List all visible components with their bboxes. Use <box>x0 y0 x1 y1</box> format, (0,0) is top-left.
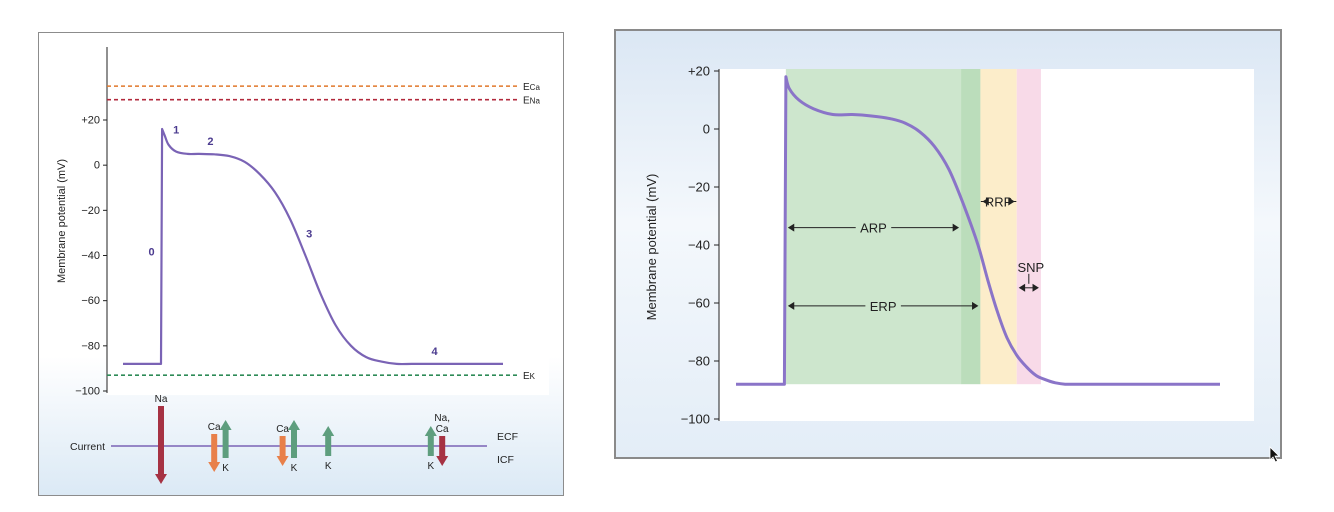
ion-label: Ca <box>208 422 221 433</box>
current-arrow-shaft <box>222 428 229 458</box>
reference-label-ek: EK <box>523 371 536 382</box>
current-arrow-shaft <box>211 434 218 464</box>
phase-label: 0 <box>148 247 154 259</box>
region-rrp <box>980 69 1017 385</box>
y-tick-label: −100 <box>75 386 100 398</box>
y-tick-label: −100 <box>681 412 710 427</box>
reference-label-base: E <box>523 82 530 93</box>
current-arrow-shaft <box>291 428 297 458</box>
annotation-arrow-left <box>1018 283 1026 292</box>
current-arrow-na: Na <box>155 394 168 484</box>
annotation-snp: SNP <box>1017 260 1044 292</box>
ion-label: K <box>325 461 332 472</box>
ion-label: Na, <box>434 413 450 424</box>
ion-label: Ca <box>436 424 449 435</box>
current-arrow-ca: Ca <box>276 424 289 466</box>
y-tick-label: +20 <box>81 115 100 127</box>
y-tick-label: −60 <box>688 296 710 311</box>
mouse-cursor-icon <box>1269 446 1280 463</box>
current-arrow-head <box>276 456 289 466</box>
current-arrow-shaft <box>439 436 446 458</box>
reference-label-base: E <box>523 96 530 107</box>
reference-label-ena: ENa <box>523 96 540 107</box>
region-arp <box>785 69 962 385</box>
annotation-arrow-right <box>1008 197 1015 206</box>
current-arrow-head <box>322 426 335 436</box>
ion-label: K <box>427 461 434 472</box>
refractory-periods-chart: +20 0 −20 −40 −60 −80 −100 Membrane potential (… <box>644 64 1254 427</box>
reference-label-sub: Ca <box>530 83 541 92</box>
current-arrow-k: K <box>322 426 335 472</box>
ion-label: Ca <box>276 424 289 435</box>
reference-label-eca: ECa <box>523 82 540 93</box>
annotation-arrow-left <box>787 223 795 232</box>
annotation-arrow-right <box>972 301 979 310</box>
annotation-arrow-right <box>1032 283 1039 292</box>
y-tick-label: −20 <box>81 205 100 217</box>
current-arrow-k: K <box>288 420 300 474</box>
icf-label: ICF <box>497 454 514 466</box>
plot-area-background <box>107 47 549 395</box>
annotation-arrow-right <box>952 223 960 232</box>
current-arrow-naca: Na,Ca <box>434 413 450 466</box>
annotation-arrow-left <box>787 301 795 310</box>
action-potential-trace <box>122 127 503 366</box>
phase-label: 2 <box>207 136 213 148</box>
current-arrow-head <box>436 456 449 466</box>
annotation-arp: ARP <box>787 221 960 236</box>
ion-label: Na <box>155 394 168 405</box>
annotation-erp: ERP <box>787 299 979 314</box>
current-arrow-head <box>219 420 232 430</box>
reference-label-sub: K <box>530 372 536 381</box>
y-tick-label: 0 <box>94 160 100 172</box>
reference-label-base: E <box>523 371 530 382</box>
current-arrow-k: K <box>424 426 437 472</box>
y-axis-title: Membrane potential (mV) <box>56 159 68 283</box>
y-tick-label: −40 <box>81 250 100 262</box>
ecf-label: ECF <box>497 431 518 443</box>
y-tick-label: +20 <box>688 64 710 79</box>
annotation-label: ERP <box>870 299 897 314</box>
current-arrow-shaft <box>325 434 332 456</box>
current-arrow-head <box>155 474 167 484</box>
phase-label: 4 <box>432 346 439 358</box>
current-arrow-shaft <box>279 436 286 458</box>
y-tick-label: −40 <box>688 238 710 253</box>
annotation-rrp: RRP <box>980 195 1017 210</box>
annotation-label: RRP <box>985 195 1012 210</box>
annotation-arrow-left <box>982 197 989 206</box>
annotation-label: SNP <box>1017 260 1044 275</box>
y-tick-label: −60 <box>81 295 100 307</box>
current-arrow-shaft <box>158 406 164 476</box>
left-figure-panel: +20 0 −20 −40 −60 −80 −100 Membrane potential (… <box>38 32 564 496</box>
y-tick-label: −80 <box>688 354 710 369</box>
current-arrow-k: K <box>219 420 232 474</box>
current-arrow-ca: Ca <box>208 422 221 472</box>
action-potential-phases-chart: +20 0 −20 −40 −60 −80 −100 Membrane potential (… <box>56 47 549 484</box>
region-snp <box>1016 69 1041 385</box>
current-label: Current <box>70 441 105 453</box>
y-tick-label: −20 <box>688 180 710 195</box>
current-arrow-head <box>288 420 300 430</box>
current-arrow-head <box>424 426 437 436</box>
annotation-label: ARP <box>860 221 887 236</box>
current-arrow-shaft <box>427 434 434 456</box>
phase-label: 3 <box>306 228 312 240</box>
right-figure-panel: +20 0 −20 −40 −60 −80 −100 Membrane potential (… <box>614 29 1282 459</box>
y-tick-label: −80 <box>81 340 100 352</box>
y-axis-title: Membrane potential (mV) <box>644 174 659 321</box>
current-arrow-head <box>208 462 221 472</box>
action-potential-trace <box>735 75 1220 386</box>
ion-label: K <box>291 463 298 474</box>
phase-label: 1 <box>173 125 179 137</box>
ion-label: K <box>222 463 229 474</box>
y-tick-label: 0 <box>703 122 710 137</box>
reference-label-sub: Na <box>530 97 541 106</box>
